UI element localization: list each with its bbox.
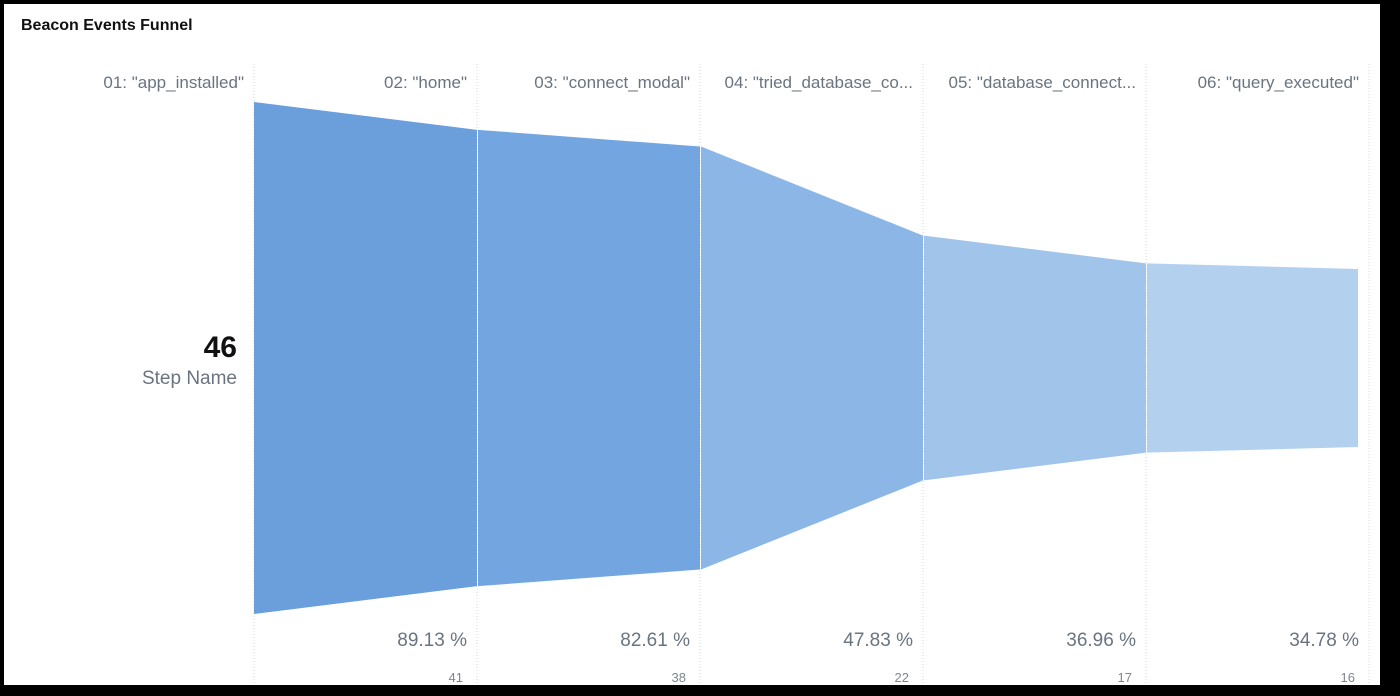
step-label: 05: "database_connect... — [948, 73, 1136, 92]
funnel-segment[interactable] — [254, 102, 477, 614]
funnel-chart: 46 Step Name 01: "app_installed" 02: "hom… — [103, 64, 1370, 685]
step-percent: 34.78 % — [1289, 630, 1359, 651]
step-percent: 47.83 % — [843, 630, 913, 651]
total-value: 46 — [204, 331, 237, 364]
funnel-segment[interactable] — [1147, 263, 1358, 453]
card-title[interactable]: Beacon Events Funnel — [21, 17, 193, 34]
step-count: 41 — [449, 670, 463, 685]
step-count: 38 — [672, 670, 686, 685]
funnel-segment[interactable] — [701, 146, 923, 570]
funnel-segment[interactable] — [924, 235, 1146, 481]
step-percent: 36.96 % — [1066, 630, 1136, 651]
step-percent: 89.13 % — [397, 630, 467, 651]
step-label: 06: "query_executed" — [1198, 73, 1359, 92]
total-caption: Step Name — [142, 368, 237, 389]
step-count: 17 — [1118, 670, 1132, 685]
step-label: 02: "home" — [384, 73, 467, 92]
step-label: 04: "tried_database_co... — [725, 73, 913, 92]
funnel-card: Beacon Events Funnel 46 Step Name 01: "a… — [4, 4, 1380, 685]
step-label: 01: "app_installed" — [103, 73, 244, 92]
step-label: 03: "connect_modal" — [534, 73, 690, 92]
funnel-segment[interactable] — [478, 129, 700, 587]
step-count: 16 — [1341, 670, 1355, 685]
step-count: 22 — [895, 670, 909, 685]
step-percent: 82.61 % — [620, 630, 690, 651]
